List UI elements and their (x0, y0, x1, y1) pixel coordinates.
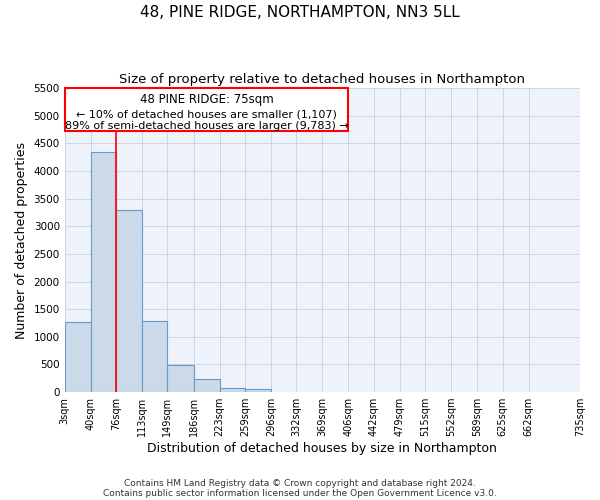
Bar (167, 365, 194, 392)
Bar (116, 210, 142, 392)
Text: Contains public sector information licensed under the Open Government Licence v3: Contains public sector information licen… (103, 488, 497, 498)
Text: Contains HM Land Registry data © Crown copyright and database right 2024.: Contains HM Land Registry data © Crown c… (124, 478, 476, 488)
Bar (245, 389, 271, 392)
Text: 89% of semi-detached houses are larger (9,783) →: 89% of semi-detached houses are larger (… (65, 122, 349, 132)
Bar (142, 321, 167, 392)
Text: 48 PINE RIDGE: 75sqm: 48 PINE RIDGE: 75sqm (140, 94, 274, 106)
X-axis label: Distribution of detached houses by size in Northampton: Distribution of detached houses by size … (148, 442, 497, 455)
Title: Size of property relative to detached houses in Northampton: Size of property relative to detached ho… (119, 72, 526, 86)
Bar (91, 152, 116, 392)
Bar (220, 388, 245, 392)
Bar (65, 322, 91, 392)
Bar (193, 379, 220, 392)
Text: 48, PINE RIDGE, NORTHAMPTON, NN3 5LL: 48, PINE RIDGE, NORTHAMPTON, NN3 5LL (140, 5, 460, 20)
Y-axis label: Number of detached properties: Number of detached properties (15, 142, 28, 338)
Text: ← 10% of detached houses are smaller (1,107): ← 10% of detached houses are smaller (1,… (76, 110, 337, 120)
FancyBboxPatch shape (65, 88, 349, 130)
